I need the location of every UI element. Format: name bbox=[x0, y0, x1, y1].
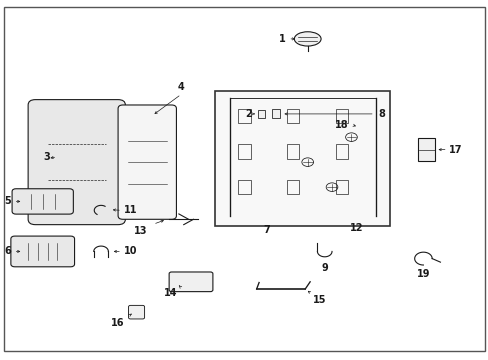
Text: 3: 3 bbox=[43, 152, 50, 162]
Text: 15: 15 bbox=[312, 296, 325, 305]
Bar bbox=[335, 144, 347, 158]
Text: 8: 8 bbox=[377, 109, 384, 119]
Bar bbox=[238, 180, 250, 194]
Text: 18: 18 bbox=[335, 120, 348, 130]
Text: 11: 11 bbox=[123, 205, 137, 215]
Text: 9: 9 bbox=[321, 263, 327, 273]
FancyBboxPatch shape bbox=[169, 272, 212, 292]
FancyBboxPatch shape bbox=[118, 105, 176, 219]
Bar bbox=[238, 144, 250, 158]
Bar bbox=[238, 109, 250, 123]
Bar bbox=[335, 180, 347, 194]
Text: 17: 17 bbox=[448, 145, 461, 155]
Text: 10: 10 bbox=[123, 247, 137, 256]
Text: 2: 2 bbox=[244, 109, 251, 119]
FancyBboxPatch shape bbox=[128, 305, 144, 319]
Text: 16: 16 bbox=[111, 318, 124, 328]
FancyBboxPatch shape bbox=[12, 189, 73, 214]
Bar bbox=[215, 91, 389, 226]
Text: 4: 4 bbox=[178, 82, 184, 93]
Text: 1: 1 bbox=[279, 34, 285, 44]
Bar bbox=[286, 144, 299, 158]
Bar bbox=[286, 180, 299, 194]
Bar bbox=[335, 109, 347, 123]
Bar bbox=[271, 109, 280, 118]
Text: 7: 7 bbox=[263, 225, 269, 235]
Text: 13: 13 bbox=[134, 226, 147, 236]
Bar bbox=[286, 109, 299, 123]
Text: 5: 5 bbox=[4, 197, 11, 206]
FancyBboxPatch shape bbox=[11, 236, 74, 267]
Ellipse shape bbox=[294, 32, 321, 46]
Bar bbox=[257, 110, 264, 118]
FancyBboxPatch shape bbox=[28, 100, 125, 225]
Bar bbox=[417, 138, 434, 161]
Text: 12: 12 bbox=[349, 223, 362, 233]
Text: 19: 19 bbox=[416, 269, 429, 279]
Text: 6: 6 bbox=[4, 247, 11, 256]
Text: 14: 14 bbox=[163, 288, 177, 298]
